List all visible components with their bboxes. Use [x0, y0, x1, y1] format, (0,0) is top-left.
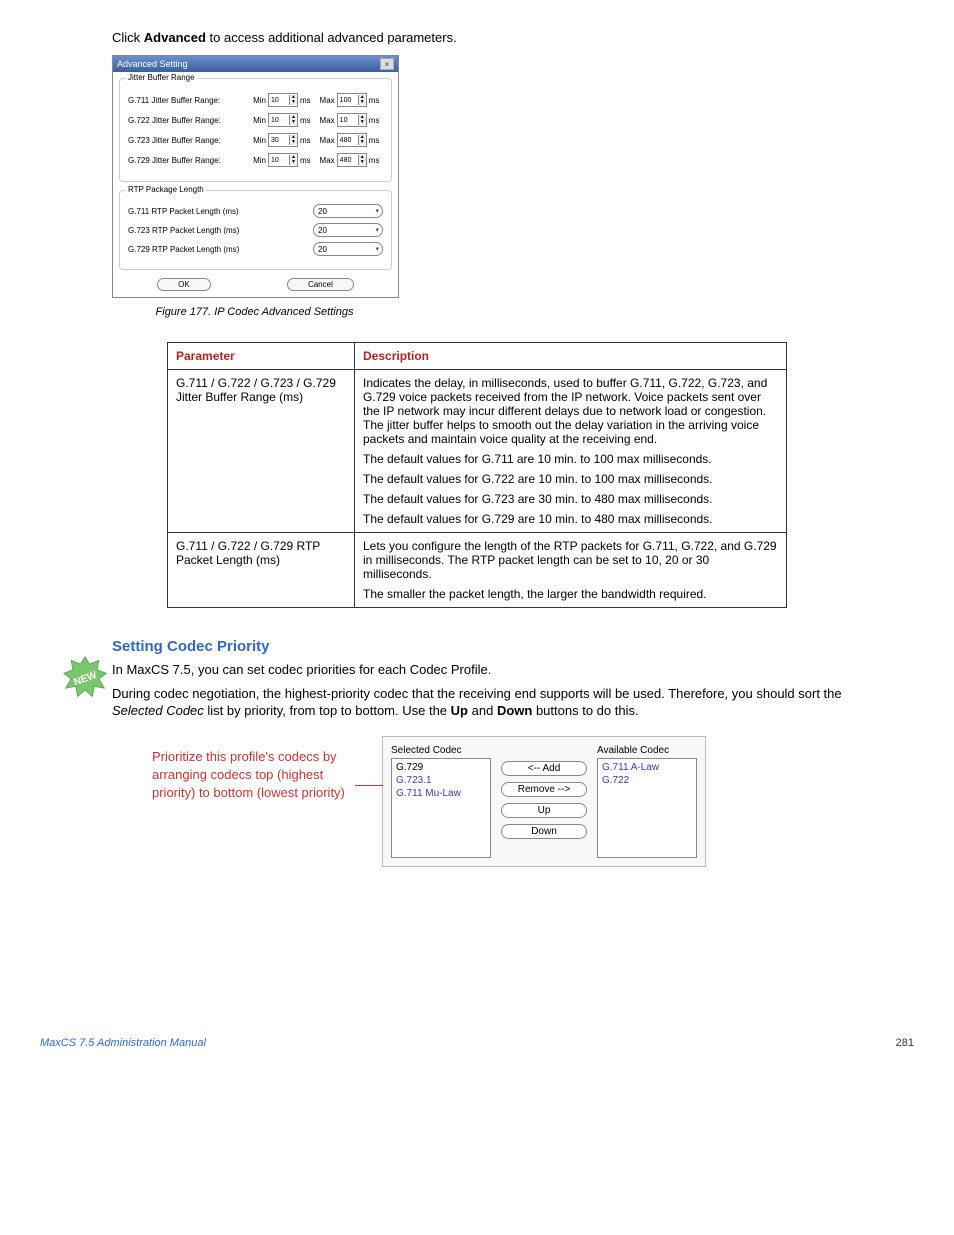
min-label: Min [248, 156, 266, 165]
codec-box: Selected Codec G.729G.723.1G.711 Mu-Law … [382, 736, 706, 867]
max-label: Max [317, 116, 335, 125]
list-item[interactable]: G.729 [394, 761, 488, 774]
min-label: Min [248, 96, 266, 105]
desc-para: The default values for G.722 are 10 min.… [363, 472, 778, 486]
jitter-label: G.729 Jitter Buffer Range: [128, 156, 248, 165]
desc-para: The smaller the packet length, the large… [363, 587, 778, 601]
selected-codec-list[interactable]: G.729G.723.1G.711 Mu-Law [391, 758, 491, 858]
jitter-label: G.722 Jitter Buffer Range: [128, 116, 248, 125]
intro-line: Click Advanced to access additional adva… [112, 30, 914, 45]
jitter-row: G.711 Jitter Buffer Range:Min10▲▼msMax10… [128, 93, 383, 107]
min-spinner[interactable]: 10▲▼ [268, 153, 298, 167]
max-spinner[interactable]: 10▲▼ [337, 113, 367, 127]
new-badge-icon: NEW [62, 655, 108, 701]
rtp-fieldset: RTP Package Length G.711 RTP Packet Leng… [119, 190, 392, 270]
table-row: G.711 / G.722 / G.729 RTP Packet Length … [168, 533, 787, 608]
jitter-label: G.723 Jitter Buffer Range: [128, 136, 248, 145]
list-item[interactable]: G.723.1 [394, 774, 488, 787]
jitter-label: G.711 Jitter Buffer Range: [128, 96, 248, 105]
rtp-label: G.723 RTP Packet Length (ms) [128, 226, 313, 235]
advanced-setting-dialog: Advanced Setting × Jitter Buffer Range G… [112, 55, 399, 298]
max-label: Max [317, 136, 335, 145]
unit-ms: ms [300, 136, 311, 145]
desc-para: Indicates the delay, in milliseconds, us… [363, 376, 778, 446]
max-spinner[interactable]: 100▲▼ [337, 93, 367, 107]
unit-ms: ms [369, 116, 380, 125]
max-spinner[interactable]: 480▲▼ [337, 153, 367, 167]
rtp-label: G.711 RTP Packet Length (ms) [128, 207, 313, 216]
jitter-row: G.722 Jitter Buffer Range:Min10▲▼msMax10… [128, 113, 383, 127]
body-para-1: In MaxCS 7.5, you can set codec prioriti… [112, 661, 874, 679]
rtp-select[interactable]: 20 [313, 223, 383, 237]
desc-para: The default values for G.711 are 10 min.… [363, 452, 778, 466]
codec-priority-note: Prioritize this profile's codecs by arra… [152, 736, 352, 803]
add-button[interactable]: <-- Add [501, 761, 587, 776]
rtp-row: G.723 RTP Packet Length (ms)20 [128, 223, 383, 237]
down-button[interactable]: Down [501, 824, 587, 839]
intro-button-ref: Advanced [144, 30, 206, 45]
desc-cell: Indicates the delay, in milliseconds, us… [355, 370, 787, 533]
body-para-2: During codec negotiation, the highest-pr… [112, 685, 874, 720]
annotation-arrow [355, 785, 383, 786]
list-item[interactable]: G.722 [600, 774, 694, 787]
rtp-select[interactable]: 20 [313, 204, 383, 218]
min-spinner[interactable]: 30▲▼ [268, 133, 298, 147]
available-codec-label: Available Codec [597, 745, 697, 756]
desc-cell: Lets you configure the length of the RTP… [355, 533, 787, 608]
table-header-param: Parameter [168, 343, 355, 370]
close-icon[interactable]: × [380, 58, 394, 70]
rtp-row: G.711 RTP Packet Length (ms)20 [128, 204, 383, 218]
ok-button[interactable]: OK [157, 278, 211, 291]
unit-ms: ms [369, 136, 380, 145]
unit-ms: ms [300, 156, 311, 165]
min-spinner[interactable]: 10▲▼ [268, 113, 298, 127]
desc-para: The default values for G.729 are 10 min.… [363, 512, 778, 526]
up-button[interactable]: Up [501, 803, 587, 818]
list-item[interactable]: G.711 A-Law [600, 761, 694, 774]
dialog-title: Advanced Setting [117, 59, 188, 69]
max-label: Max [317, 96, 335, 105]
rtp-select[interactable]: 20 [313, 242, 383, 256]
unit-ms: ms [300, 116, 311, 125]
parameter-table: Parameter Description G.711 / G.722 / G.… [167, 342, 787, 608]
section-heading: Setting Codec Priority [112, 638, 914, 655]
unit-ms: ms [369, 96, 380, 105]
min-label: Min [248, 116, 266, 125]
jitter-row: G.729 Jitter Buffer Range:Min10▲▼msMax48… [128, 153, 383, 167]
max-label: Max [317, 156, 335, 165]
table-row: G.711 / G.722 / G.723 / G.729 Jitter Buf… [168, 370, 787, 533]
desc-para: The default values for G.723 are 30 min.… [363, 492, 778, 506]
max-spinner[interactable]: 480▲▼ [337, 133, 367, 147]
footer-title: MaxCS 7.5 Administration Manual [40, 1037, 206, 1049]
figure-caption: Figure 177. IP Codec Advanced Settings [112, 306, 397, 318]
remove-button[interactable]: Remove --> [501, 782, 587, 797]
intro-prefix: Click [112, 30, 144, 45]
unit-ms: ms [369, 156, 380, 165]
jitter-legend: Jitter Buffer Range [126, 73, 197, 82]
unit-ms: ms [300, 96, 311, 105]
table-header-desc: Description [355, 343, 787, 370]
jitter-row: G.723 Jitter Buffer Range:Min30▲▼msMax48… [128, 133, 383, 147]
param-cell: G.711 / G.722 / G.729 RTP Packet Length … [168, 533, 355, 608]
selected-codec-label: Selected Codec [391, 745, 491, 756]
desc-para: Lets you configure the length of the RTP… [363, 539, 778, 581]
min-label: Min [248, 136, 266, 145]
intro-suffix: to access additional advanced parameters… [210, 30, 457, 45]
footer-page: 281 [896, 1037, 914, 1049]
dialog-titlebar: Advanced Setting × [113, 56, 398, 72]
list-item[interactable]: G.711 Mu-Law [394, 787, 488, 800]
min-spinner[interactable]: 10▲▼ [268, 93, 298, 107]
cancel-button[interactable]: Cancel [287, 278, 354, 291]
rtp-label: G.729 RTP Packet Length (ms) [128, 245, 313, 254]
codec-panel: Prioritize this profile's codecs by arra… [152, 736, 914, 867]
rtp-row: G.729 RTP Packet Length (ms)20 [128, 242, 383, 256]
rtp-legend: RTP Package Length [126, 185, 206, 194]
available-codec-list[interactable]: G.711 A-LawG.722 [597, 758, 697, 858]
jitter-fieldset: Jitter Buffer Range G.711 Jitter Buffer … [119, 78, 392, 182]
param-cell: G.711 / G.722 / G.723 / G.729 Jitter Buf… [168, 370, 355, 533]
page-footer: MaxCS 7.5 Administration Manual 281 [0, 1037, 954, 1049]
